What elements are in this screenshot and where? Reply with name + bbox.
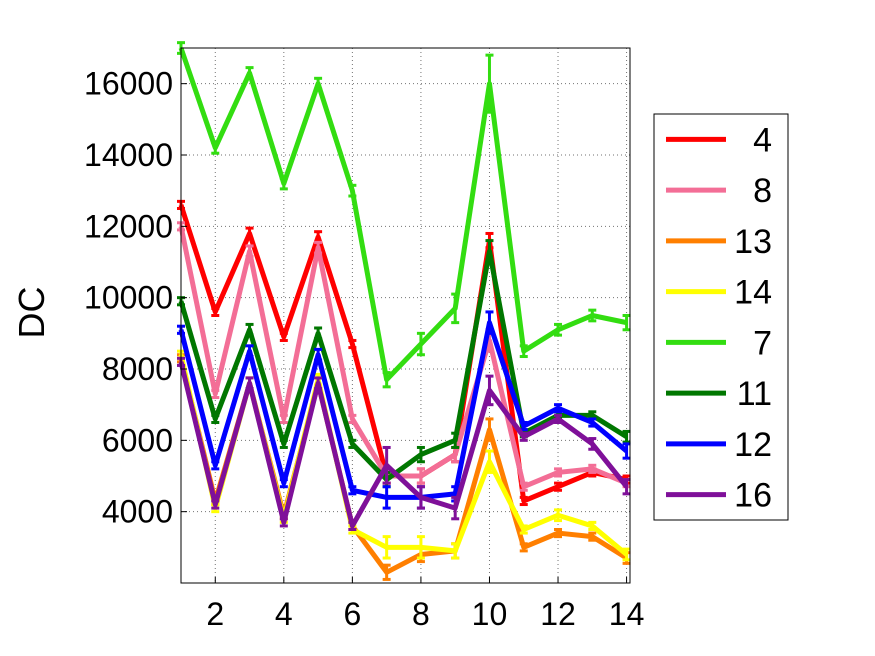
series-16 bbox=[177, 356, 631, 531]
legend-label: 8 bbox=[753, 172, 772, 210]
legend-label: 7 bbox=[753, 324, 772, 362]
series-line bbox=[178, 361, 629, 529]
y-tick-label: 8000 bbox=[102, 351, 173, 387]
series-line bbox=[178, 47, 628, 383]
x-tick-label: 12 bbox=[540, 596, 576, 632]
x-tick-label: 14 bbox=[609, 596, 645, 632]
grid bbox=[181, 48, 630, 583]
legend: 4 8 13 14 7 11 12 16 bbox=[653, 113, 789, 521]
axis-ticks: 2 4 6 8 10 12 14 4000 6000 8000 10000 12000 14000 160… bbox=[84, 66, 644, 632]
x-tick-label: 8 bbox=[412, 596, 430, 632]
series-line bbox=[178, 248, 628, 483]
legend-label: 14 bbox=[734, 274, 772, 312]
legend-label: 12 bbox=[734, 426, 772, 464]
legend-label: 11 bbox=[737, 375, 772, 413]
x-tick-label: 4 bbox=[275, 596, 293, 632]
x-tick-label: 6 bbox=[343, 596, 361, 632]
legend-label: 16 bbox=[734, 477, 772, 515]
x-tick-label: 10 bbox=[472, 596, 508, 632]
legend-box bbox=[653, 113, 789, 521]
y-axis-label: DC bbox=[11, 287, 52, 339]
y-tick-label: 10000 bbox=[84, 280, 173, 316]
y-tick-label: 14000 bbox=[84, 137, 173, 173]
y-tick-label: 4000 bbox=[102, 494, 173, 530]
series-12 bbox=[177, 310, 631, 510]
plot-area-frame bbox=[180, 47, 631, 584]
legend-label: 13 bbox=[734, 223, 772, 261]
y-tick-label: 6000 bbox=[102, 422, 173, 458]
y-tick-label: 16000 bbox=[84, 66, 173, 102]
series-7 bbox=[177, 41, 631, 389]
x-tick-label: 2 bbox=[206, 596, 224, 632]
series-line bbox=[178, 225, 628, 490]
y-tick-label: 12000 bbox=[84, 208, 173, 244]
series-line bbox=[178, 320, 629, 500]
legend-label: 4 bbox=[753, 121, 772, 159]
